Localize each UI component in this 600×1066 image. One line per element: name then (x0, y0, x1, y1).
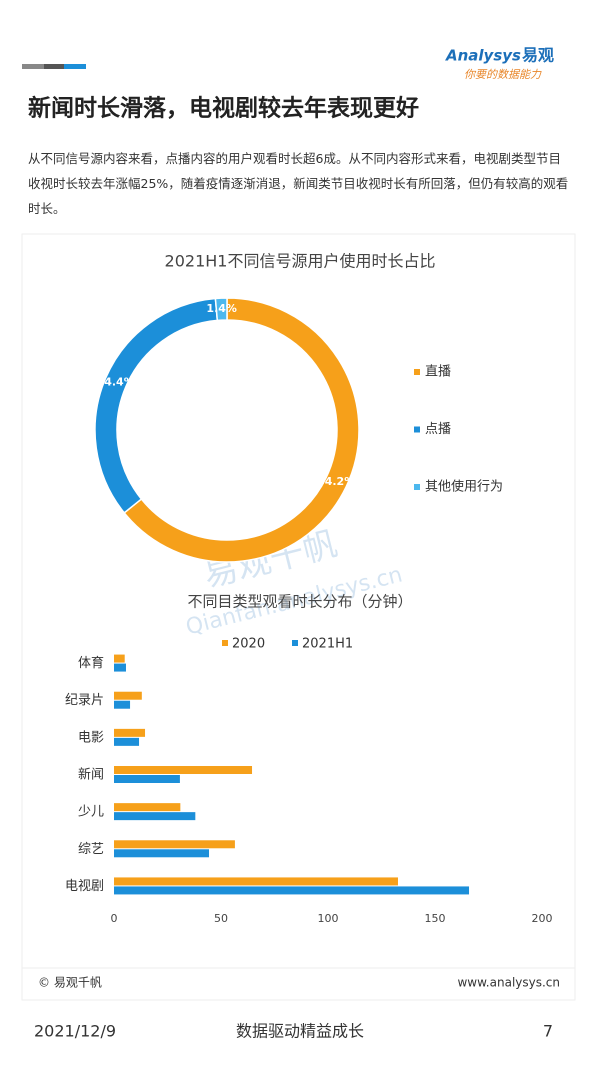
slogan: 你要的数据能力 (464, 68, 542, 81)
bar (114, 849, 210, 858)
bar (114, 886, 470, 895)
legend-swatch (414, 426, 420, 433)
y-tick-label: 新闻 (78, 767, 104, 783)
footer-slogan: 数据驱动精益成长 (236, 1022, 364, 1041)
footer-date: 2021/12/9 (34, 1022, 116, 1041)
bar (114, 728, 146, 737)
bar (114, 803, 181, 812)
stripe (44, 64, 64, 69)
logo-brand: Analysys (445, 47, 521, 65)
legend-label: 其他使用行为 (425, 479, 503, 495)
stripe (22, 64, 44, 69)
x-tick-label: 150 (425, 912, 446, 925)
donut-segment (123, 297, 360, 563)
legend-label: 直播 (425, 365, 451, 380)
bar (114, 737, 140, 746)
page-number: 7 (543, 1022, 553, 1041)
logo-cn: 易观 (522, 46, 554, 65)
legend-swatch (292, 640, 298, 646)
legend-swatch (222, 640, 228, 646)
page-title: 新闻时长滑落，电视剧较去年表现更好 (28, 95, 419, 122)
y-tick-label: 电视剧 (65, 879, 104, 894)
value-label: 34.4% (97, 376, 135, 389)
value-label: 1.4% (206, 302, 237, 315)
bar (114, 663, 126, 672)
bar (114, 775, 180, 783)
bar (114, 700, 131, 709)
legend-label: 2021H1 (302, 637, 353, 652)
y-tick-label: 体育 (78, 655, 104, 671)
value-label: 64.2% (317, 475, 355, 488)
bar (114, 812, 196, 821)
chart-title: 2021H1不同信号源用户使用时长占比 (165, 252, 436, 271)
chart-title: 不同目类型观看时长分布（分钟） (187, 593, 412, 611)
x-tick-label: 50 (214, 912, 228, 925)
donut-segment (214, 297, 228, 322)
legend-label: 2020 (232, 637, 265, 652)
legend-swatch (414, 369, 420, 375)
y-tick-label: 综艺 (78, 842, 104, 857)
summary: 从不同信号源内容来看，点播内容的用户观看时长超6成。从不同内容形式来看，电视剧类… (28, 151, 569, 216)
bar (114, 877, 398, 886)
url: www.analysys.cn (457, 976, 560, 990)
bar (114, 654, 125, 663)
legend-label: 点播 (425, 422, 451, 437)
bar (114, 840, 235, 849)
x-tick-label: 100 (318, 912, 339, 925)
bar (114, 766, 253, 774)
legend-swatch (414, 484, 420, 490)
stripe (64, 64, 86, 69)
bar (114, 691, 142, 700)
x-tick-label: 200 (532, 912, 553, 925)
y-tick-label: 纪录片 (65, 693, 104, 708)
x-tick-label: 0 (111, 912, 118, 925)
y-tick-label: 少儿 (78, 805, 104, 820)
source: © 易观千帆 (38, 975, 102, 990)
y-tick-label: 电影 (78, 730, 104, 745)
